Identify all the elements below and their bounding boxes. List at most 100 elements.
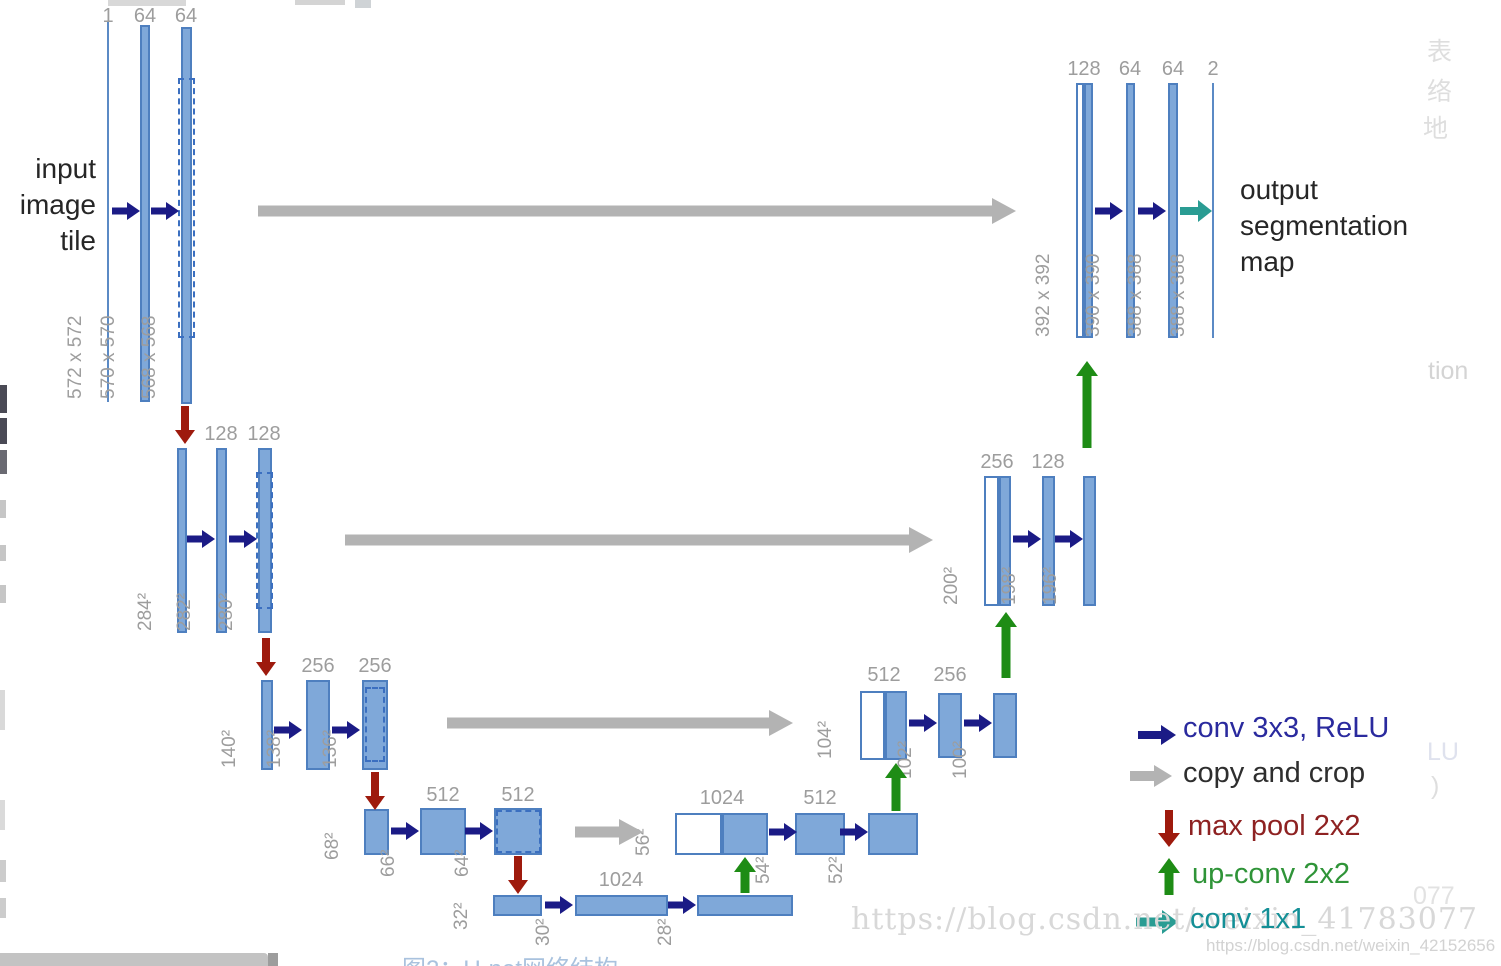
- legend-copy-arrow-icon: [1130, 765, 1172, 787]
- channel-label: 1024: [598, 869, 644, 891]
- conv3x3-arrow-icon: [274, 721, 302, 739]
- upconv-feature-bar: [675, 813, 722, 855]
- dim-label: 32²: [451, 902, 472, 930]
- channel-label: 256: [358, 655, 392, 677]
- edge-watermark-fragment: tion: [1428, 357, 1469, 385]
- conv3x3-arrow-icon: [1055, 530, 1083, 548]
- copy-and-crop-arrow: [575, 819, 643, 845]
- channel-label: 256: [933, 664, 967, 686]
- edge-watermark-fragment: LU: [1427, 738, 1459, 766]
- channel-label: 2: [1207, 58, 1219, 80]
- output-segmentation-map-label: output segmentation map: [1240, 172, 1450, 280]
- dim-label: 392 x 392: [1033, 253, 1054, 337]
- crop-region-outline: [178, 78, 195, 338]
- channel-label: 256: [980, 451, 1014, 473]
- edge-watermark-char: 地: [1423, 115, 1449, 143]
- dim-label: 28²: [655, 918, 676, 946]
- edge-watermark-fragment: ): [1431, 772, 1440, 800]
- feature-map-bar: [493, 895, 542, 916]
- feature-map-bar: [306, 680, 330, 770]
- channel-label: 512: [803, 787, 837, 809]
- channel-label: 512: [867, 664, 901, 686]
- channel-label: 128: [204, 423, 238, 445]
- input-label-line: image: [19, 189, 96, 220]
- feature-map-bar: [261, 680, 273, 770]
- left-edge-artifact: [0, 450, 7, 474]
- conv3x3-arrow-icon: [391, 822, 419, 840]
- feature-map-bar: [181, 27, 192, 404]
- conv3x3-arrow-icon: [1095, 202, 1123, 220]
- left-edge-artifact: [0, 800, 5, 830]
- left-edge-artifact: [0, 385, 7, 413]
- feature-map-bar: [722, 813, 768, 855]
- dim-label: 284²: [135, 592, 156, 631]
- feature-map-bar: [107, 22, 109, 402]
- dim-label: 52²: [826, 856, 847, 884]
- dim-label: 196²: [1040, 566, 1061, 605]
- feature-map-bar: [575, 895, 668, 916]
- csdn-watermark-small: https://blog.csdn.net/weixin_42152656: [1206, 936, 1496, 955]
- dim-label: 54²: [753, 856, 774, 884]
- bottom-left-bar-cap: [268, 953, 278, 966]
- channel-label: 64: [174, 5, 198, 27]
- conv3x3-arrow-icon: [909, 714, 937, 732]
- conv3x3-arrow-icon: [151, 202, 179, 220]
- legend-maxpool-arrow-icon: [1158, 810, 1180, 847]
- left-edge-artifact: [0, 898, 6, 918]
- left-edge-artifact: [0, 585, 6, 603]
- upconv-arrow-icon: [995, 612, 1017, 678]
- channel-label: 256: [301, 655, 335, 677]
- feature-map-bar: [795, 813, 845, 855]
- legend-conv3x3-arrow-icon: [1138, 725, 1176, 745]
- legend-conv1x1-label: conv 1x1: [1190, 903, 1307, 935]
- upconv-feature-bar: [984, 476, 999, 606]
- channel-label: 128: [1031, 451, 1065, 473]
- channel-label: 128: [1067, 58, 1101, 80]
- channel-label: 128: [247, 423, 281, 445]
- figure-caption: 图2：U-net网络结构: [402, 949, 618, 966]
- conv3x3-arrow-icon: [1013, 530, 1041, 548]
- dim-label: 390 x 390: [1083, 253, 1104, 337]
- dim-label: 388 x 388: [1125, 253, 1146, 337]
- feature-map-bar: [885, 691, 907, 760]
- feature-map-bar: [1212, 83, 1214, 338]
- conv3x3-arrow-icon: [545, 896, 573, 914]
- output-label-line: map: [1240, 246, 1295, 277]
- top-edge-artifact: [108, 0, 186, 6]
- channel-label: 64: [1161, 58, 1185, 80]
- edge-watermark-char: 表: [1427, 38, 1453, 66]
- feature-map-bar: [999, 476, 1011, 606]
- feature-map-bar: [1083, 476, 1096, 606]
- conv3x3-arrow-icon: [964, 714, 992, 732]
- legend-conv3x3-label: conv 3x3, ReLU: [1183, 712, 1390, 744]
- dim-label: 572 x 572: [65, 315, 86, 399]
- conv3x3-arrow-icon: [112, 202, 140, 220]
- input-label-line: input: [35, 153, 96, 184]
- dim-label: 200²: [941, 566, 962, 605]
- upconv-feature-bar: [860, 691, 885, 760]
- legend-copy-label: copy and crop: [1183, 757, 1366, 789]
- upconv-feature-bar: [1076, 83, 1084, 338]
- dim-label: 198²: [999, 566, 1020, 605]
- conv3x3-arrow-icon: [840, 823, 868, 841]
- top-edge-artifact: [355, 0, 371, 8]
- feature-map-bar: [494, 808, 542, 855]
- dim-label: 64²: [452, 849, 473, 877]
- conv3x3-arrow-icon: [229, 530, 257, 548]
- left-edge-artifact: [0, 500, 6, 518]
- upconv-arrow-icon: [734, 857, 756, 893]
- copy-and-crop-arrow: [345, 527, 933, 553]
- top-edge-artifact: [295, 0, 345, 5]
- maxpool-arrow-icon: [365, 772, 385, 810]
- input-label-line: tile: [60, 225, 96, 256]
- left-edge-artifact: [0, 418, 7, 444]
- legend-conv1x1-arrow-icon: [1136, 910, 1178, 934]
- channel-label: 64: [1118, 58, 1142, 80]
- dim-label: 568 x 568: [139, 315, 160, 399]
- conv3x3-arrow-icon: [465, 822, 493, 840]
- feature-map-bar: [938, 693, 962, 758]
- dim-label: 570 x 570: [98, 315, 119, 399]
- conv3x3-arrow-icon: [668, 896, 696, 914]
- crop-region-outline: [365, 687, 385, 762]
- edge-watermark-char: 络: [1427, 78, 1453, 106]
